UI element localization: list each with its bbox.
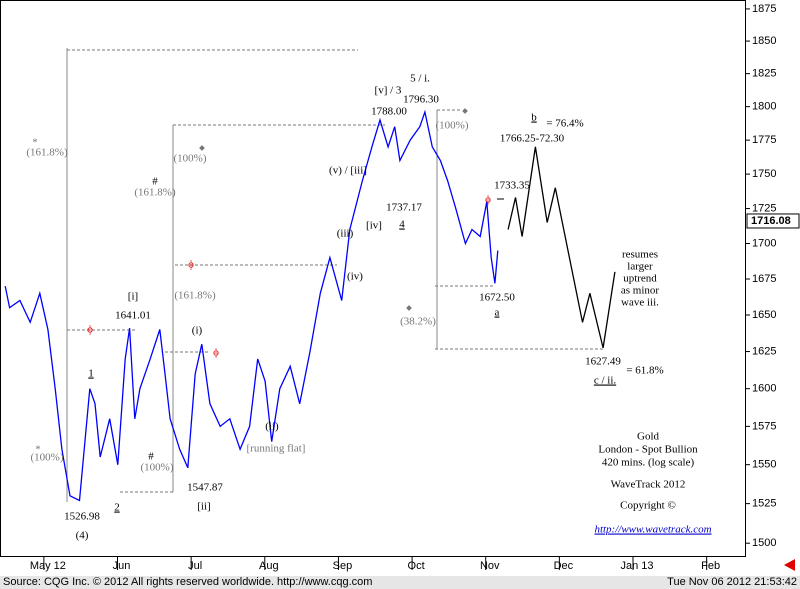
diamond bbox=[199, 145, 205, 151]
wave-annotation: 1796.30 bbox=[403, 94, 439, 106]
wave-annotation: = 76.4% bbox=[546, 118, 583, 130]
wave-annotation: b bbox=[531, 112, 537, 124]
y-tick-label: 1550 bbox=[752, 459, 776, 471]
y-tick-label: 1875 bbox=[752, 3, 776, 15]
y-tick-label: 1850 bbox=[752, 35, 776, 47]
y-tick-label: 1675 bbox=[752, 273, 776, 285]
x-tick-label: Dec bbox=[554, 560, 574, 572]
wave-annotation: (100%) bbox=[436, 120, 469, 132]
info-text: WaveTrack 2012 bbox=[611, 479, 686, 491]
wave-annotation: [iv] bbox=[366, 220, 382, 232]
wave-annotation: (iv) bbox=[347, 271, 363, 283]
wave-annotation: 1766.25-72.30 bbox=[500, 133, 565, 145]
wave-annotation: larger bbox=[627, 261, 653, 273]
wave-annotation: (ii) bbox=[265, 421, 279, 433]
wave-annotation: (161.8%) bbox=[26, 147, 68, 159]
x-tick-label: Jan 13 bbox=[620, 560, 653, 572]
y-tick-label: 1750 bbox=[752, 168, 776, 180]
wave-annotation: 1526.98 bbox=[64, 511, 100, 523]
x-tick-label: Sep bbox=[333, 560, 353, 572]
price-line bbox=[507, 146, 616, 349]
scroll-arrow bbox=[784, 559, 795, 571]
wave-annotation: 1733.35 bbox=[494, 180, 530, 192]
x-tick-label: Nov bbox=[480, 560, 500, 572]
wave-annotation: 2 bbox=[114, 502, 120, 514]
wave-annotation: (161.8%) bbox=[174, 290, 216, 302]
last-price: 1716.08 bbox=[751, 215, 791, 227]
wave-annotation: [i] bbox=[128, 291, 138, 303]
footer-bar bbox=[0, 576, 800, 589]
wave-annotation: [running flat] bbox=[247, 443, 306, 455]
wave-annotation: 1737.17 bbox=[386, 202, 422, 214]
y-tick-label: 1600 bbox=[752, 383, 776, 395]
wave-annotation: (100%) bbox=[174, 153, 207, 165]
info-text: http://www.wavetrack.com bbox=[594, 524, 711, 536]
wave-annotation: ϕ bbox=[485, 194, 491, 206]
wave-annotation: c / ii. bbox=[594, 375, 617, 387]
wave-annotation: [ii] bbox=[197, 501, 210, 513]
y-tick-label: 1625 bbox=[752, 345, 776, 357]
wave-annotation: 1 bbox=[88, 368, 94, 380]
wave-annotation: # bbox=[152, 176, 158, 188]
wave-annotation: = 61.8% bbox=[626, 365, 663, 377]
x-tick-label: Aug bbox=[259, 560, 279, 572]
wave-annotation: 1547.87 bbox=[187, 482, 223, 494]
diamond bbox=[406, 305, 412, 311]
wave-annotation: * bbox=[32, 137, 38, 149]
wave-annotation: * bbox=[35, 444, 41, 456]
wave-annotation: (v) / [iii] bbox=[329, 165, 367, 177]
x-tick-label: Oct bbox=[408, 560, 425, 572]
price-line bbox=[4, 109, 499, 502]
y-tick-label: 1700 bbox=[752, 237, 776, 249]
y-tick-label: 1650 bbox=[752, 309, 776, 321]
wave-annotation: (100%) bbox=[141, 462, 174, 474]
wave-annotation: ϕ bbox=[87, 324, 93, 336]
wave-annotation: 1627.49 bbox=[585, 356, 621, 368]
wave-annotation: a bbox=[495, 307, 500, 319]
wave-annotation: 1788.00 bbox=[371, 106, 407, 118]
wave-annotation: 4 bbox=[399, 219, 405, 231]
wave-annotation: (38.2%) bbox=[400, 316, 436, 328]
wave-annotation: 5 / i. bbox=[410, 73, 430, 85]
x-tick-label: May 12 bbox=[30, 560, 66, 572]
wave-annotation: # bbox=[148, 451, 154, 463]
x-tick-label: Jun bbox=[113, 560, 131, 572]
info-text: Copyright © bbox=[620, 500, 676, 512]
y-tick-label: 1575 bbox=[752, 420, 776, 432]
diamond bbox=[462, 108, 468, 114]
info-text: 420 mins. (log scale) bbox=[602, 457, 695, 469]
wave-annotation: resumes bbox=[622, 249, 658, 261]
footer-time: Tue Nov 06 2012 21:53:42 bbox=[667, 576, 797, 588]
wave-annotation: [v] / 3 bbox=[375, 85, 402, 97]
y-tick-label: 1525 bbox=[752, 498, 776, 510]
wave-annotation: ϕ bbox=[213, 347, 219, 359]
plot-frame bbox=[0, 0, 746, 557]
wave-annotation: (i) bbox=[192, 325, 203, 337]
wave-annotation: (100%) bbox=[31, 452, 64, 464]
info-text: Gold bbox=[637, 431, 660, 443]
y-tick-label: 1500 bbox=[752, 537, 776, 549]
info-text: London - Spot Bullion bbox=[598, 444, 698, 456]
footer-source: Source: CQG Inc. © 2012 All rights reser… bbox=[3, 576, 372, 588]
y-tick-label: 1825 bbox=[752, 68, 776, 80]
y-tick-label: 1725 bbox=[752, 202, 776, 214]
wave-annotation: (4) bbox=[76, 530, 89, 542]
wave-annotation: (161.8%) bbox=[134, 187, 176, 199]
wave-annotation: wave iii. bbox=[621, 297, 659, 309]
last-price-box bbox=[746, 213, 800, 229]
wave-annotation: 1641.01 bbox=[115, 310, 151, 322]
y-tick-label: 1800 bbox=[752, 101, 776, 113]
wave-annotation: as minor bbox=[621, 285, 660, 297]
x-tick-label: Jul bbox=[188, 560, 202, 572]
x-tick-label: Feb bbox=[701, 560, 720, 572]
wave-annotation: ϕ bbox=[188, 259, 194, 271]
y-tick-label: 1775 bbox=[752, 134, 776, 146]
wave-annotation: (iii) bbox=[337, 228, 354, 240]
wave-annotation: uptrend bbox=[623, 273, 657, 285]
wave-annotation: 1672.50 bbox=[479, 292, 515, 304]
